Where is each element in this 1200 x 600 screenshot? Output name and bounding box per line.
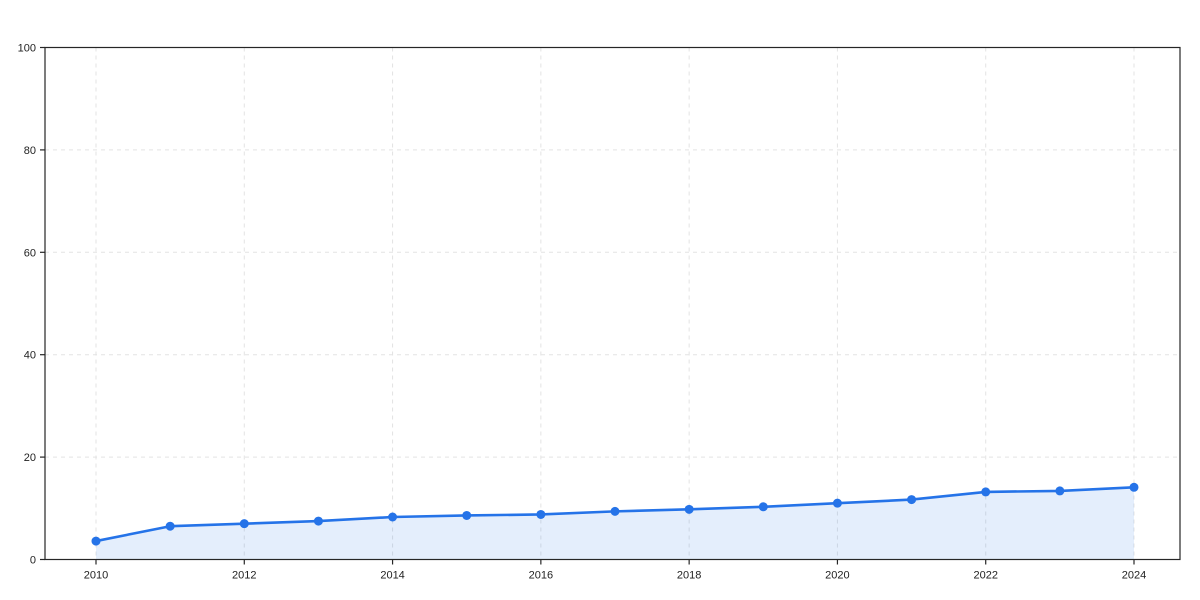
x-tick-label: 2012	[232, 570, 256, 582]
data-point	[684, 504, 694, 514]
data-point	[832, 498, 842, 508]
data-point	[1129, 482, 1139, 492]
x-tick-label: 2010	[84, 570, 108, 582]
y-tick-label: 0	[30, 555, 36, 567]
data-point	[91, 536, 101, 546]
x-tick-label: 2014	[380, 570, 404, 582]
x-tick-label: 2022	[973, 570, 997, 582]
y-tick-label: 20	[24, 452, 36, 464]
data-point	[388, 512, 398, 522]
data-point	[239, 519, 249, 529]
data-point	[758, 502, 768, 512]
data-point	[536, 509, 546, 519]
y-tick-label: 80	[24, 145, 36, 157]
y-tick-label: 60	[24, 247, 36, 259]
data-point	[462, 510, 472, 520]
data-point	[610, 506, 620, 516]
data-point	[981, 487, 991, 497]
x-tick-label: 2024	[1122, 570, 1146, 582]
data-point	[907, 495, 917, 505]
data-point	[1055, 486, 1065, 496]
data-point	[313, 516, 323, 526]
axes-spines	[44, 46, 1181, 561]
series-area-fill	[96, 487, 1134, 560]
x-tick-label: 2020	[825, 570, 849, 582]
y-tick-label: 100	[18, 43, 36, 55]
x-tick-label: 2018	[677, 570, 701, 582]
y-tick-label: 40	[24, 350, 36, 362]
x-tick-label: 2016	[529, 570, 553, 582]
data-point	[165, 521, 175, 531]
